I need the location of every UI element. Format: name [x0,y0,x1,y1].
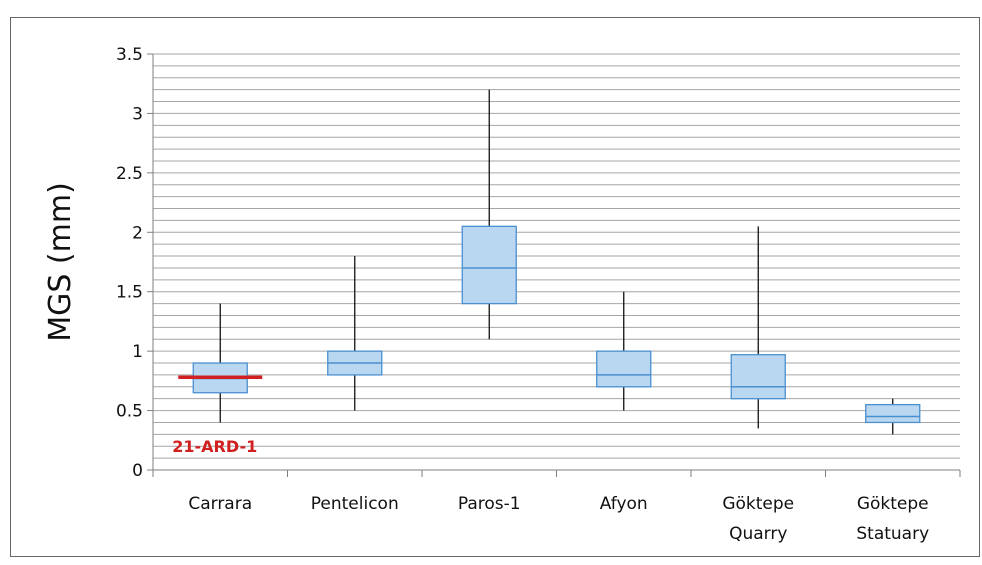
box-3 [596,291,652,411]
category-label: Statuary [856,524,929,544]
category-label: Carrara [188,494,252,514]
category-label: Göktepe [722,494,794,514]
iqr-box [865,403,921,424]
category-label: Quarry [729,524,787,544]
y-tick-label: 2.5 [116,164,143,184]
y-tick-label: 3.5 [116,45,143,65]
y-tick-label: 2 [132,223,143,243]
box-4 [730,226,786,429]
chart-frame: 0 0.5 1 1.5 2 2.5 3 3.5 Carrara Pentelicon Paros-1… [10,17,980,557]
grid-layer [153,53,960,459]
box-plot-chart: 0 0.5 1 1.5 2 2.5 3 3.5 Carrara Pentelicon Paros-1… [10,17,980,557]
iqr-box [461,225,517,305]
box-1 [327,256,383,411]
label-layer: 0 0.5 1 1.5 2 2.5 3 3.5 Carrara Pentelicon Paros-1… [116,45,929,544]
category-label: Pentelicon [311,494,399,514]
annotation-label: 21-ARD-1 [172,437,257,456]
box-5 [865,398,921,435]
axis-layer [147,53,961,477]
y-tick-label: 0.5 [116,402,143,422]
iqr-box [730,354,786,400]
category-label: Paros-1 [458,494,521,514]
category-label: Göktepe [857,494,929,514]
category-label: Afyon [600,494,648,514]
box-2 [461,89,517,340]
iqr-box [596,350,652,388]
y-tick-label: 1 [132,342,143,362]
box-layer [178,89,921,435]
y-axis-label: MGS (mm) [43,182,78,342]
y-tick-label: 3 [132,104,143,124]
y-tick-label: 1.5 [116,283,143,303]
y-tick-label: 0 [132,461,143,481]
